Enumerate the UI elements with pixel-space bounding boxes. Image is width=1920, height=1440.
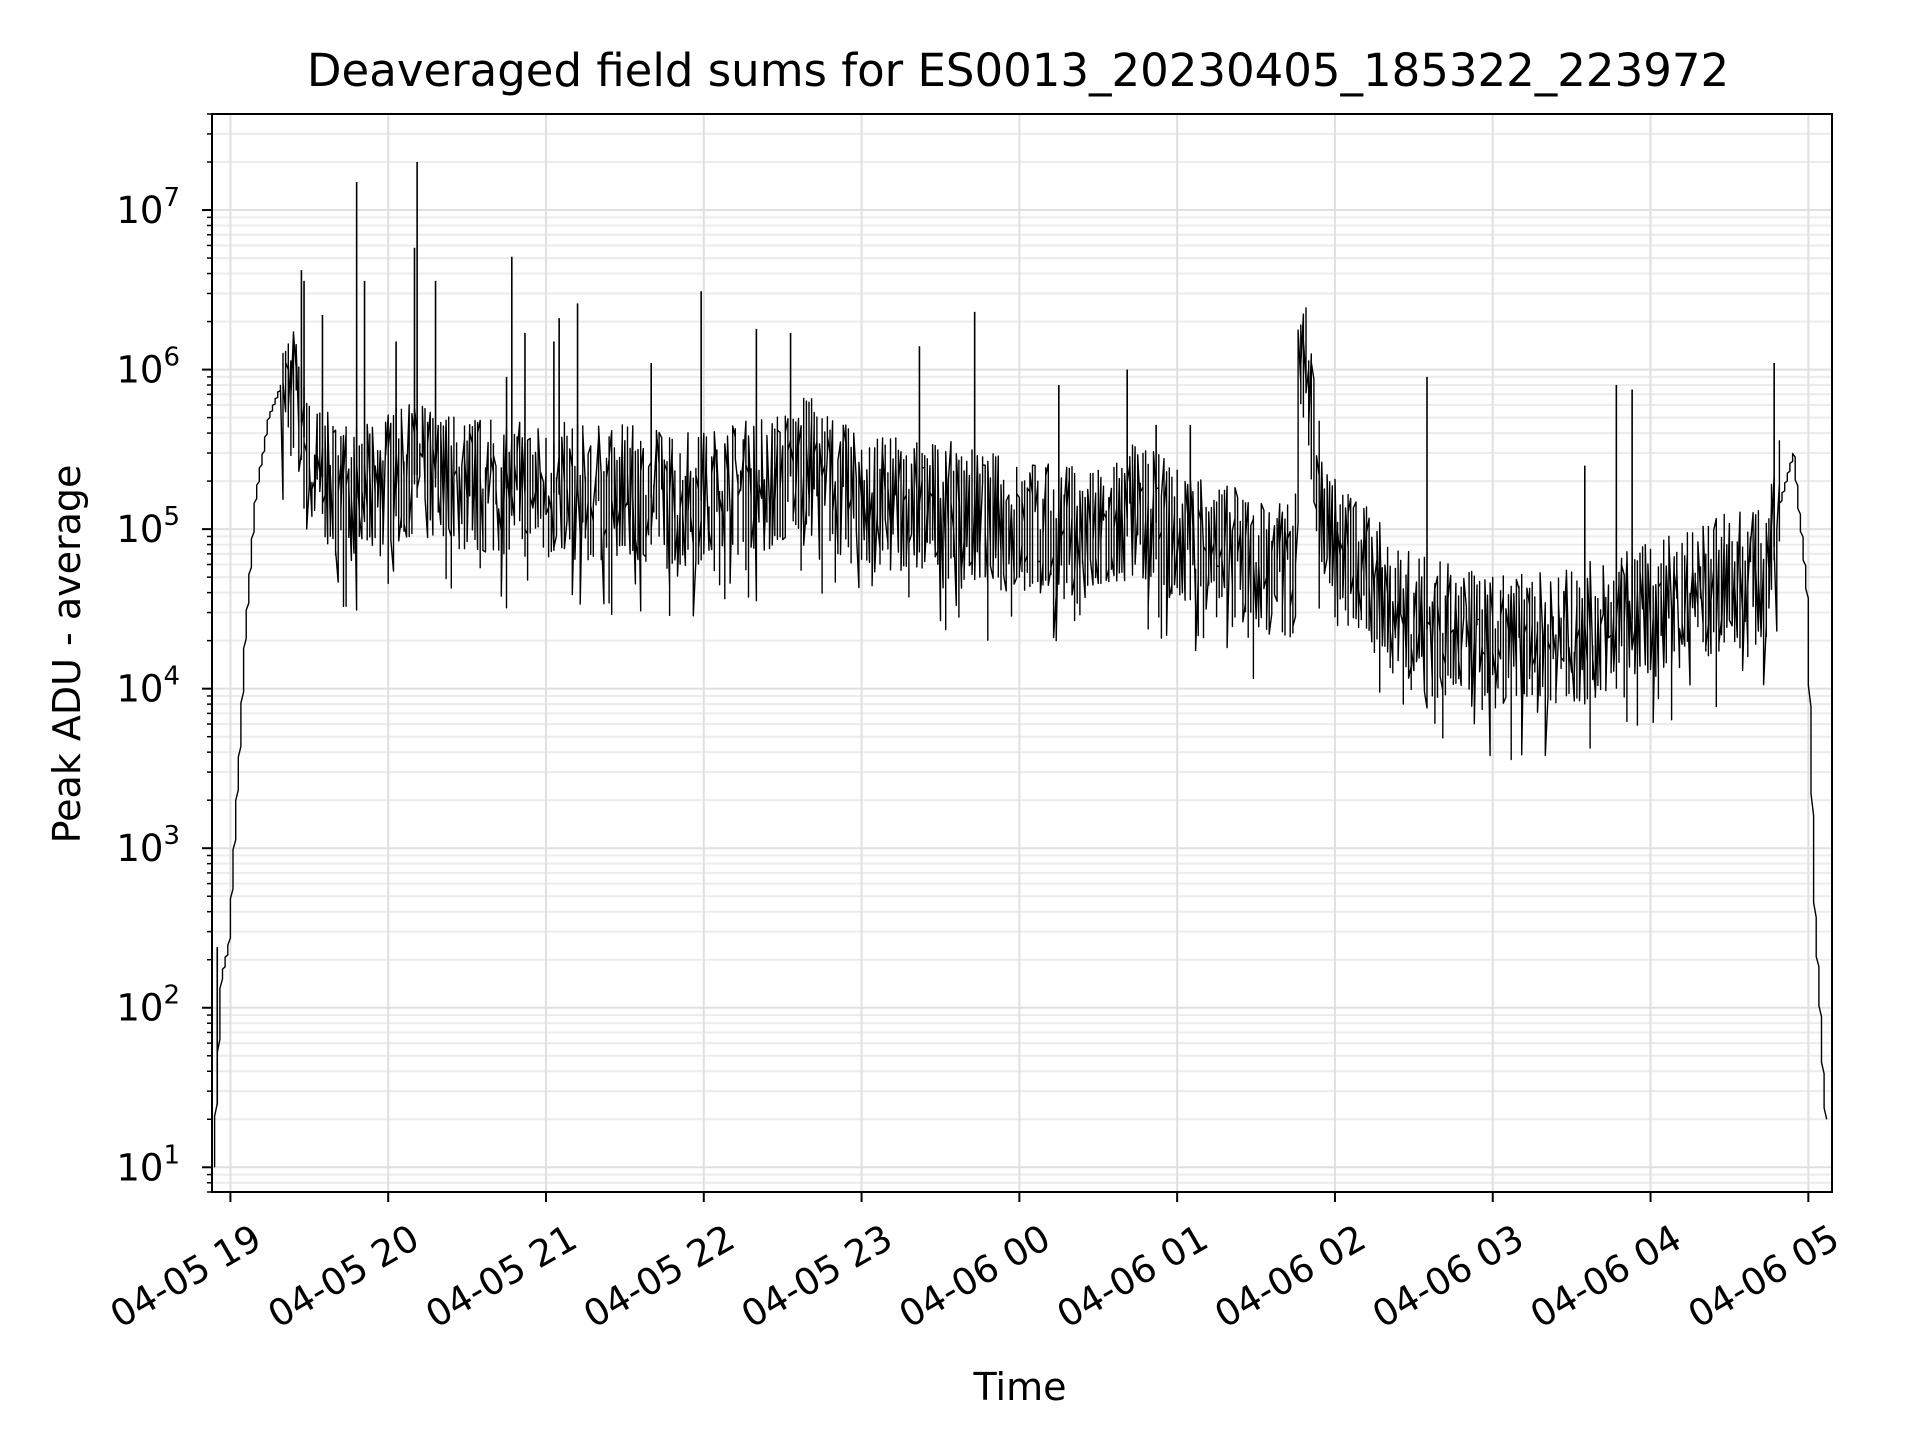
y-axis-ticks: 101 102 103 104 105 106 107 bbox=[116, 113, 212, 1193]
y-tick-label: 106 bbox=[116, 343, 180, 392]
y-tick-label: 103 bbox=[116, 821, 180, 870]
x-axis-label: Time bbox=[973, 1365, 1067, 1409]
series-line bbox=[213, 307, 1828, 1168]
y-tick-label: 107 bbox=[116, 183, 180, 232]
minor-grid bbox=[212, 113, 1832, 1193]
major-grid bbox=[212, 114, 1832, 1192]
y-axis-label: Peak ADU - average bbox=[45, 465, 89, 844]
y-tick-label: 105 bbox=[116, 502, 180, 551]
y-tick-label: 104 bbox=[116, 662, 180, 711]
y-tick-label: 101 bbox=[116, 1140, 180, 1189]
data-layer bbox=[213, 162, 1828, 1168]
chart-title: Deaveraged field sums for ES0013_2023040… bbox=[307, 44, 1729, 97]
y-tick-label: 102 bbox=[116, 981, 180, 1030]
plot-frame bbox=[211, 113, 1833, 1193]
